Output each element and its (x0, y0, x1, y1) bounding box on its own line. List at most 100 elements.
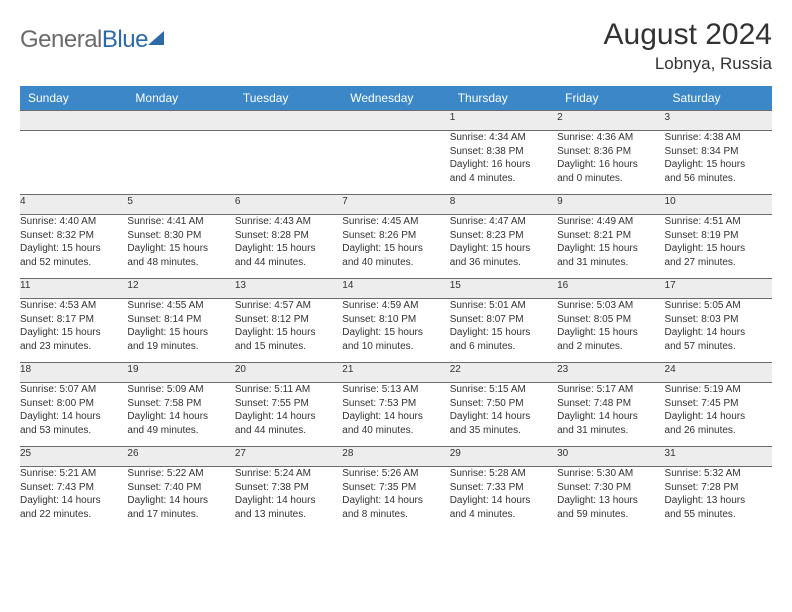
day-info-line: Sunrise: 5:15 AM (450, 383, 557, 397)
day-info-line: Sunset: 7:53 PM (342, 397, 449, 411)
day-info-line: Sunrise: 4:38 AM (665, 131, 772, 145)
calendar-page: GeneralBlue August 2024 Lobnya, Russia S… (0, 0, 792, 543)
calendar-table: Sunday Monday Tuesday Wednesday Thursday… (20, 86, 772, 525)
day-info-line: and 22 minutes. (20, 508, 127, 522)
day-info: Sunrise: 5:17 AMSunset: 7:48 PMDaylight:… (557, 383, 664, 447)
day-info-line: and 19 minutes. (127, 340, 234, 354)
day-info: Sunrise: 4:55 AMSunset: 8:14 PMDaylight:… (127, 299, 234, 363)
day-info-line: Daylight: 16 hours (450, 158, 557, 172)
day-number: 20 (235, 363, 342, 383)
day-info: Sunrise: 4:51 AMSunset: 8:19 PMDaylight:… (665, 215, 772, 279)
day-info-line: Daylight: 14 hours (20, 410, 127, 424)
day-info (342, 131, 449, 195)
title-block: August 2024 Lobnya, Russia (604, 18, 772, 74)
day-number: 7 (342, 195, 449, 215)
day-info-line: Daylight: 15 hours (235, 326, 342, 340)
day-info: Sunrise: 4:36 AMSunset: 8:36 PMDaylight:… (557, 131, 664, 195)
day-info-line: Daylight: 14 hours (665, 326, 772, 340)
day-info-line: and 53 minutes. (20, 424, 127, 438)
day-info-line: Sunrise: 5:03 AM (557, 299, 664, 313)
day-info-line: Sunset: 8:19 PM (665, 229, 772, 243)
day-info: Sunrise: 5:09 AMSunset: 7:58 PMDaylight:… (127, 383, 234, 447)
day-info: Sunrise: 4:38 AMSunset: 8:34 PMDaylight:… (665, 131, 772, 195)
day-info-line: and 40 minutes. (342, 424, 449, 438)
day-number: 30 (557, 447, 664, 467)
day-info-line: Sunset: 8:07 PM (450, 313, 557, 327)
weekday-header: Sunday (20, 86, 127, 111)
day-info-row: Sunrise: 5:21 AMSunset: 7:43 PMDaylight:… (20, 467, 772, 525)
day-info-line: Sunrise: 4:53 AM (20, 299, 127, 313)
day-info-line: Sunset: 8:12 PM (235, 313, 342, 327)
day-info-line: Daylight: 15 hours (235, 242, 342, 256)
day-info: Sunrise: 4:41 AMSunset: 8:30 PMDaylight:… (127, 215, 234, 279)
weekday-header: Tuesday (235, 86, 342, 111)
day-number: 14 (342, 279, 449, 299)
day-info: Sunrise: 5:19 AMSunset: 7:45 PMDaylight:… (665, 383, 772, 447)
day-info-line: Sunset: 8:21 PM (557, 229, 664, 243)
day-info-line: Daylight: 14 hours (450, 494, 557, 508)
day-info (127, 131, 234, 195)
day-info-line: Sunset: 8:14 PM (127, 313, 234, 327)
day-info-line: Sunset: 7:40 PM (127, 481, 234, 495)
day-info-line: Sunrise: 5:30 AM (557, 467, 664, 481)
brand-text-blue: Blue (102, 26, 148, 53)
day-info-line: Sunset: 8:03 PM (665, 313, 772, 327)
day-info-line: Daylight: 14 hours (665, 410, 772, 424)
day-info: Sunrise: 5:15 AMSunset: 7:50 PMDaylight:… (450, 383, 557, 447)
day-info-line: Sunrise: 4:34 AM (450, 131, 557, 145)
day-number-row: 11121314151617 (20, 279, 772, 299)
day-info: Sunrise: 4:49 AMSunset: 8:21 PMDaylight:… (557, 215, 664, 279)
weekday-header: Wednesday (342, 86, 449, 111)
day-info-line: and 2 minutes. (557, 340, 664, 354)
day-number-row: 18192021222324 (20, 363, 772, 383)
day-info: Sunrise: 5:26 AMSunset: 7:35 PMDaylight:… (342, 467, 449, 525)
day-number: 9 (557, 195, 664, 215)
day-info: Sunrise: 4:45 AMSunset: 8:26 PMDaylight:… (342, 215, 449, 279)
weekday-header: Monday (127, 86, 234, 111)
day-number: 12 (127, 279, 234, 299)
day-info-line: Daylight: 15 hours (342, 326, 449, 340)
day-info-line: Daylight: 15 hours (557, 242, 664, 256)
day-info-line: and 4 minutes. (450, 172, 557, 186)
day-info (235, 131, 342, 195)
day-info-line: and 26 minutes. (665, 424, 772, 438)
day-info-line: Sunrise: 5:22 AM (127, 467, 234, 481)
day-info-line: Sunrise: 4:55 AM (127, 299, 234, 313)
day-info-line: Daylight: 15 hours (450, 242, 557, 256)
day-info: Sunrise: 4:40 AMSunset: 8:32 PMDaylight:… (20, 215, 127, 279)
day-info: Sunrise: 4:57 AMSunset: 8:12 PMDaylight:… (235, 299, 342, 363)
day-info-line: Sunrise: 4:43 AM (235, 215, 342, 229)
day-info-line: Daylight: 14 hours (342, 494, 449, 508)
day-info-line: Sunset: 8:34 PM (665, 145, 772, 159)
day-number: 3 (665, 111, 772, 131)
day-number: 2 (557, 111, 664, 131)
day-info-line: Daylight: 15 hours (20, 326, 127, 340)
day-info: Sunrise: 4:59 AMSunset: 8:10 PMDaylight:… (342, 299, 449, 363)
day-number: 4 (20, 195, 127, 215)
day-info: Sunrise: 5:07 AMSunset: 8:00 PMDaylight:… (20, 383, 127, 447)
day-info-line: and 4 minutes. (450, 508, 557, 522)
day-info-line: Sunset: 8:17 PM (20, 313, 127, 327)
day-number: 6 (235, 195, 342, 215)
day-info-line: Sunset: 7:28 PM (665, 481, 772, 495)
day-number: 18 (20, 363, 127, 383)
day-info-line: Sunrise: 5:11 AM (235, 383, 342, 397)
day-number: 31 (665, 447, 772, 467)
day-info-line: and 59 minutes. (557, 508, 664, 522)
day-info-line: Sunset: 7:58 PM (127, 397, 234, 411)
day-info: Sunrise: 5:24 AMSunset: 7:38 PMDaylight:… (235, 467, 342, 525)
day-info-line: Sunset: 8:10 PM (342, 313, 449, 327)
day-info-row: Sunrise: 5:07 AMSunset: 8:00 PMDaylight:… (20, 383, 772, 447)
page-header: GeneralBlue August 2024 Lobnya, Russia (20, 18, 772, 74)
day-info-line: Sunrise: 5:28 AM (450, 467, 557, 481)
day-number: 8 (450, 195, 557, 215)
day-info-line: and 36 minutes. (450, 256, 557, 270)
day-number-row: 45678910 (20, 195, 772, 215)
day-info-line: Sunrise: 4:40 AM (20, 215, 127, 229)
day-info-line: Sunset: 7:35 PM (342, 481, 449, 495)
day-info-line: Daylight: 14 hours (235, 494, 342, 508)
day-info-line: Sunrise: 4:41 AM (127, 215, 234, 229)
day-number: 17 (665, 279, 772, 299)
day-info-line: and 40 minutes. (342, 256, 449, 270)
day-info-line: Daylight: 16 hours (557, 158, 664, 172)
